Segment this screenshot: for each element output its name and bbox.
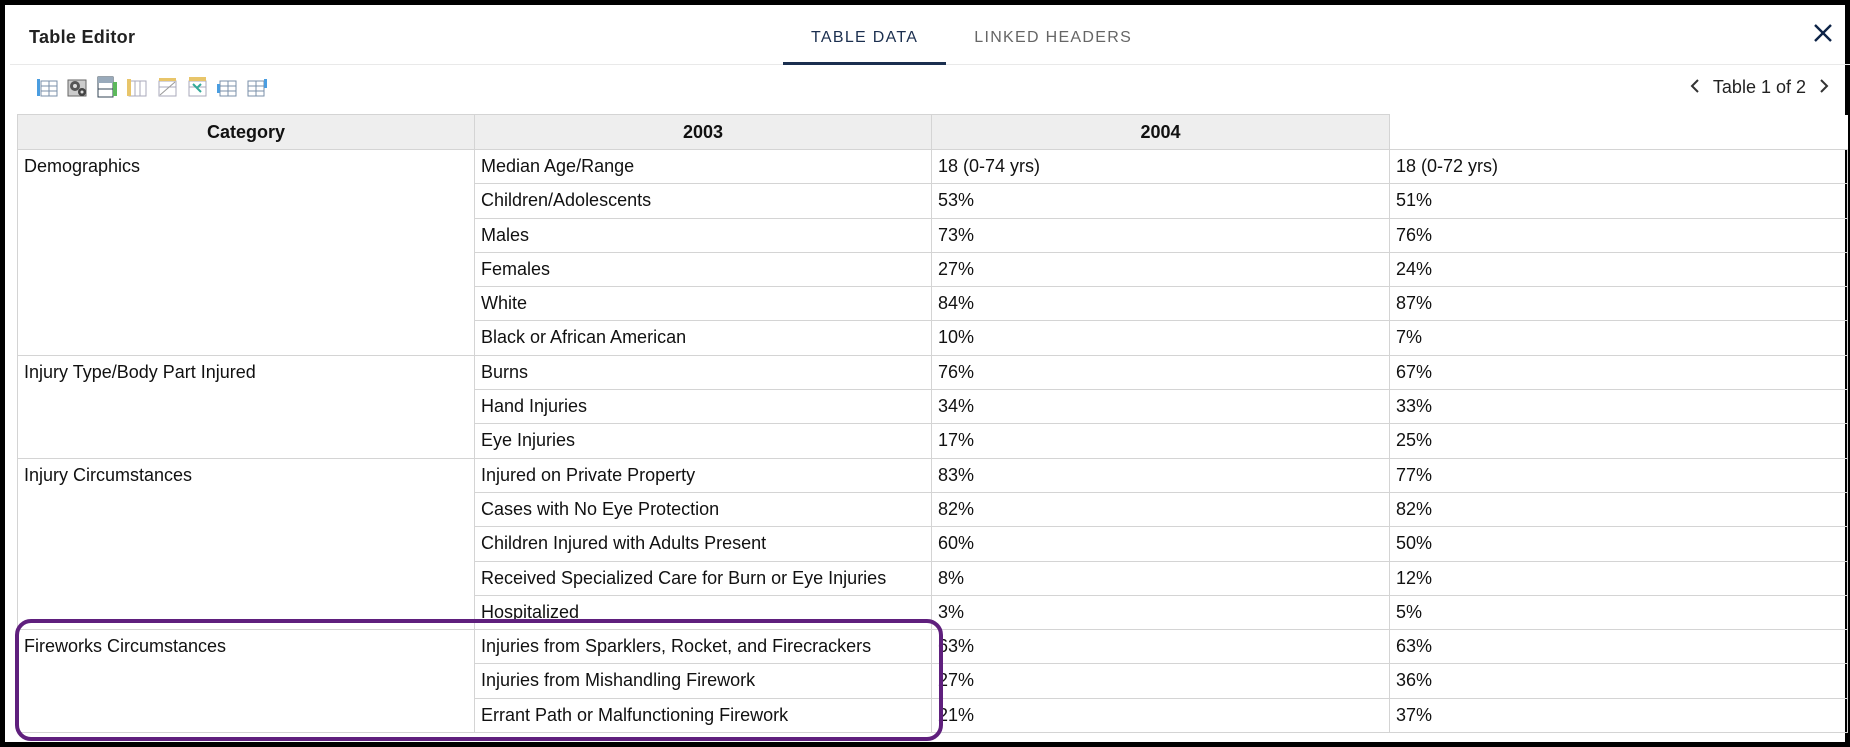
row-label-cell[interactable]: Hand Injuries <box>474 389 932 425</box>
table-row: Children/Adolescents 53% 51% <box>18 183 1848 219</box>
table-toolbar: Table 1 of 2 <box>10 66 1850 110</box>
category-cell[interactable]: Injury Type/Body Part Injured <box>17 354 475 459</box>
value-cell[interactable]: 63% <box>1389 629 1848 665</box>
tab-table-data[interactable]: TABLE DATA <box>783 10 947 65</box>
settings-icon[interactable] <box>64 74 90 100</box>
row-label-cell[interactable]: Median Age/Range <box>474 148 932 185</box>
value-cell[interactable]: 53% <box>931 183 1390 219</box>
value-cell[interactable]: 27% <box>931 251 1390 288</box>
value-cell[interactable]: 83% <box>931 457 1390 493</box>
table-row: Eye Injuries 17% 25% <box>18 423 1848 459</box>
row-label-cell[interactable]: Injuries from Mishandling Firework <box>474 663 932 699</box>
value-cell[interactable]: 77% <box>1389 457 1848 493</box>
table-row: Black or African American 10% 7% <box>18 320 1848 356</box>
table-row: Injuries from Mishandling Firework 27% 36% <box>18 663 1848 699</box>
split-cells-icon[interactable] <box>244 74 270 100</box>
row-label-cell[interactable]: Errant Path or Malfunctioning Firework <box>474 697 932 734</box>
close-icon[interactable] <box>1808 20 1838 50</box>
value-cell[interactable]: 34% <box>931 389 1390 425</box>
value-cell[interactable]: 76% <box>1389 217 1848 253</box>
row-label-cell[interactable]: Eye Injuries <box>474 423 932 459</box>
value-cell[interactable]: 21% <box>931 697 1390 734</box>
row-label-cell[interactable]: Injured on Private Property <box>474 457 932 493</box>
chevron-left-icon[interactable] <box>1689 74 1701 100</box>
value-cell[interactable]: 25% <box>1389 423 1848 459</box>
row-label-cell[interactable]: Black or African American <box>474 320 932 356</box>
chevron-right-icon[interactable] <box>1818 74 1830 100</box>
table-row: Fireworks Circumstances Injuries from Spa… <box>17 629 1848 734</box>
table-header-row: Category 2003 2004 <box>17 114 1848 150</box>
delete-column-icon[interactable] <box>124 74 150 100</box>
value-cell[interactable]: 60% <box>931 526 1390 562</box>
value-cell[interactable]: 84% <box>931 286 1390 322</box>
delete-row-icon[interactable] <box>154 74 180 100</box>
value-cell[interactable]: 8% <box>931 560 1390 596</box>
insert-column-icon[interactable] <box>34 74 60 100</box>
data-table: Category 2003 2004 Demographics Median Ag… <box>17 114 1848 734</box>
row-label-cell[interactable]: Cases with No Eye Protection <box>474 491 932 528</box>
category-cell[interactable]: Injury Circumstances <box>17 457 475 631</box>
row-label-cell[interactable]: Hospitalized <box>474 594 932 631</box>
row-label-cell[interactable]: Children Injured with Adults Present <box>474 526 932 562</box>
row-label-cell[interactable]: Injuries from Sparklers, Rocket, and Fir… <box>474 629 932 665</box>
close-icon-glyph <box>1814 24 1832 42</box>
editor-header: Table Editor TABLE DATA LINKED HEADERS <box>10 10 1850 65</box>
row-label-cell[interactable]: Females <box>474 251 932 288</box>
category-cell[interactable]: Demographics <box>17 149 475 356</box>
table-row: White 84% 87% <box>18 286 1848 322</box>
column-header-category[interactable]: Category <box>17 114 475 150</box>
value-cell[interactable]: 87% <box>1389 286 1848 322</box>
tab-linked-headers[interactable]: LINKED HEADERS <box>974 28 1133 46</box>
header-cells-icon[interactable] <box>94 74 120 100</box>
table-row: Injury Type/Body Part Injured Burns 76% 67% <box>17 354 1848 459</box>
value-cell[interactable]: 82% <box>931 491 1390 528</box>
value-cell[interactable]: 18 (0-72 yrs) <box>1389 148 1848 185</box>
value-cell[interactable]: 33% <box>1389 389 1848 425</box>
value-cell[interactable]: 3% <box>931 594 1390 631</box>
value-cell[interactable]: 67% <box>1389 354 1848 391</box>
table-row: Hand Injuries 34% 33% <box>18 389 1848 425</box>
table-row: Children Injured with Adults Present 60% 5… <box>18 526 1848 562</box>
value-cell[interactable]: 7% <box>1389 320 1848 356</box>
value-cell[interactable]: 82% <box>1389 491 1848 528</box>
value-cell[interactable]: 10% <box>931 320 1390 356</box>
table-body: Demographics Median Age/Range 18 (0-74 yrs… <box>17 148 1848 734</box>
value-cell[interactable]: 5% <box>1389 594 1848 631</box>
value-cell[interactable]: 63% <box>931 629 1390 665</box>
table-pager: Table 1 of 2 <box>1689 74 1830 100</box>
table-row: Injury Circumstances Injured on Private P… <box>17 457 1848 631</box>
value-cell[interactable]: 50% <box>1389 526 1848 562</box>
value-cell[interactable]: 36% <box>1389 663 1848 699</box>
value-cell[interactable]: 18 (0-74 yrs) <box>931 148 1390 185</box>
table-row: Demographics Median Age/Range 18 (0-74 yrs… <box>17 148 1848 356</box>
toolbar-icons <box>34 74 270 100</box>
value-cell[interactable]: 73% <box>931 217 1390 253</box>
column-header-2003[interactable]: 2003 <box>474 114 932 150</box>
insert-row-icon[interactable] <box>214 74 240 100</box>
row-label-cell[interactable]: Males <box>474 217 932 253</box>
value-cell[interactable]: 37% <box>1389 697 1848 734</box>
value-cell[interactable]: 51% <box>1389 183 1848 219</box>
column-header-empty <box>1389 114 1848 150</box>
column-header-2004[interactable]: 2004 <box>931 114 1390 150</box>
merge-cells-icon[interactable] <box>184 74 210 100</box>
table-row: Received Specialized Care for Burn or Ey… <box>18 560 1848 596</box>
table-row: Errant Path or Malfunctioning Firework 21… <box>18 697 1848 734</box>
category-cell[interactable]: Fireworks Circumstances <box>17 629 475 734</box>
row-label-cell[interactable]: Burns <box>474 354 932 391</box>
row-label-cell[interactable]: White <box>474 286 932 322</box>
tab-bar: TABLE DATA LINKED HEADERS <box>783 10 1160 65</box>
value-cell[interactable]: 24% <box>1389 251 1848 288</box>
value-cell[interactable]: 76% <box>931 354 1390 391</box>
editor-title: Table Editor <box>29 27 136 47</box>
data-table-container: Category 2003 2004 Demographics Median Ag… <box>17 114 1848 734</box>
row-label-cell[interactable]: Received Specialized Care for Burn or Ey… <box>474 560 932 596</box>
pager-label: Table 1 of 2 <box>1712 76 1806 97</box>
value-cell[interactable]: 17% <box>931 423 1390 459</box>
row-label-cell[interactable]: Children/Adolescents <box>474 183 932 219</box>
value-cell[interactable]: 12% <box>1389 560 1848 596</box>
value-cell[interactable]: 27% <box>931 663 1390 699</box>
